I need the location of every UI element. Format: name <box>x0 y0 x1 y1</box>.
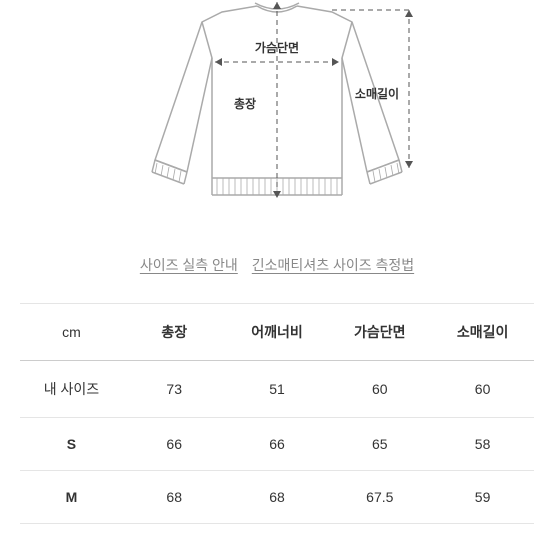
size-guide-link[interactable]: 사이즈 실측 안내 <box>140 255 238 275</box>
row-label: 내 사이즈 <box>20 361 123 418</box>
cell-value: 58 <box>431 418 534 471</box>
cell-value: 66 <box>123 418 226 471</box>
cell-value: 73 <box>123 361 226 418</box>
cell-value: 68 <box>226 471 329 524</box>
size-table: cm 총장 어깨너비 가슴단면 소매길이 내 사이즈73516060S66666… <box>20 303 534 524</box>
cell-value: 60 <box>328 361 431 418</box>
table-header-row: cm 총장 어깨너비 가슴단면 소매길이 <box>20 304 534 361</box>
col-header: 가슴단면 <box>328 304 431 361</box>
cell-value: 59 <box>431 471 534 524</box>
col-header: 총장 <box>123 304 226 361</box>
links-row: 사이즈 실측 안내 긴소매티셔츠 사이즈 측정법 <box>0 225 554 303</box>
garment-diagram: 가슴단면 총장 소매길이 <box>0 0 554 225</box>
unit-header: cm <box>20 304 123 361</box>
cell-value: 60 <box>431 361 534 418</box>
table-row: M686867.559 <box>20 471 534 524</box>
cell-value: 67.5 <box>328 471 431 524</box>
table-row: 내 사이즈73516060 <box>20 361 534 418</box>
cell-value: 68 <box>123 471 226 524</box>
row-label: S <box>20 418 123 471</box>
label-chest: 가슴단면 <box>255 40 299 55</box>
cell-value: 65 <box>328 418 431 471</box>
label-sleeve: 소매길이 <box>355 86 399 101</box>
col-header: 어깨너비 <box>226 304 329 361</box>
garment-svg: 가슴단면 총장 소매길이 <box>107 0 447 225</box>
cell-value: 51 <box>226 361 329 418</box>
col-header: 소매길이 <box>431 304 534 361</box>
table-row: S66666558 <box>20 418 534 471</box>
measure-method-link[interactable]: 긴소매티셔츠 사이즈 측정법 <box>252 255 414 275</box>
row-label: M <box>20 471 123 524</box>
size-table-area: cm 총장 어깨너비 가슴단면 소매길이 내 사이즈73516060S66666… <box>0 303 554 524</box>
cell-value: 66 <box>226 418 329 471</box>
label-length: 총장 <box>234 96 256 111</box>
